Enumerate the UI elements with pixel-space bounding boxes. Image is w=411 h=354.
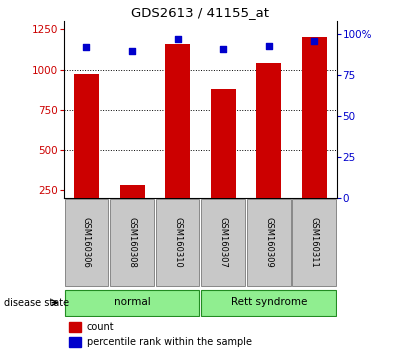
Bar [65, 290, 199, 316]
Bar [120, 184, 145, 198]
Bar [256, 63, 281, 198]
Title: GDS2613 / 41155_at: GDS2613 / 41155_at [132, 6, 269, 19]
Text: percentile rank within the sample: percentile rank within the sample [87, 337, 252, 347]
Bar [65, 199, 109, 286]
Bar [74, 74, 99, 198]
Text: count: count [87, 322, 115, 332]
Text: GSM160308: GSM160308 [127, 217, 136, 268]
Bar [210, 89, 236, 198]
Point [174, 36, 181, 42]
Text: GSM160306: GSM160306 [82, 217, 91, 268]
Text: Rett syndrome: Rett syndrome [231, 297, 307, 307]
Point [129, 48, 135, 53]
Text: normal: normal [114, 297, 150, 307]
Bar [110, 199, 154, 286]
Point [311, 38, 318, 44]
Bar [292, 199, 336, 286]
Point [266, 43, 272, 48]
Bar [201, 290, 336, 316]
Text: disease state: disease state [4, 298, 69, 308]
Text: GSM160311: GSM160311 [310, 217, 319, 268]
Bar [156, 199, 199, 286]
Bar [165, 44, 190, 198]
Point [220, 46, 226, 52]
Bar [247, 199, 291, 286]
Bar [201, 199, 245, 286]
Text: GSM160310: GSM160310 [173, 217, 182, 268]
Point [83, 45, 90, 50]
Bar [69, 337, 81, 347]
Text: GSM160309: GSM160309 [264, 217, 273, 268]
Text: GSM160307: GSM160307 [219, 217, 228, 268]
Bar [69, 322, 81, 332]
Bar [302, 37, 327, 198]
